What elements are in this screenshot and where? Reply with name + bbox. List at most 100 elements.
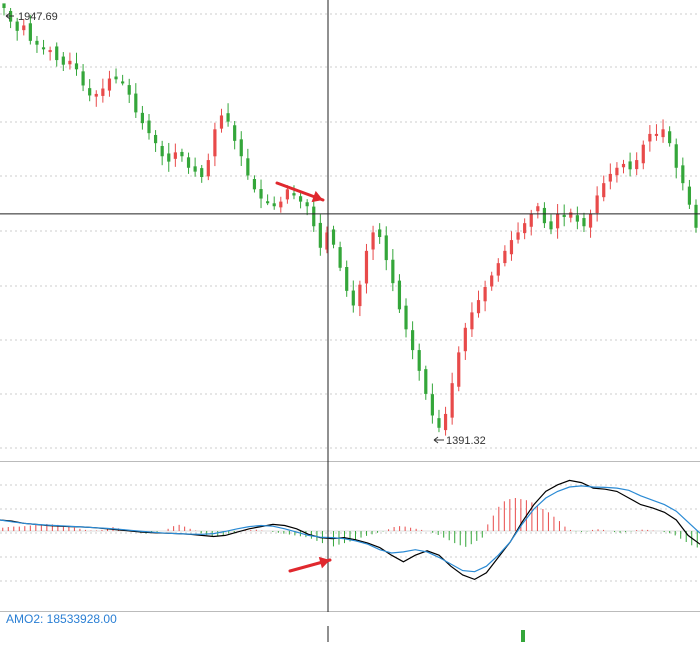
candle-body xyxy=(549,221,553,230)
low-marker-arrow xyxy=(433,436,444,444)
candle-body xyxy=(2,3,6,8)
candle-body xyxy=(661,129,665,138)
candle-body xyxy=(88,88,92,96)
candle-body xyxy=(140,112,144,124)
volume-bar xyxy=(521,630,525,642)
candle-body xyxy=(167,153,171,162)
candle-body xyxy=(430,394,434,416)
candle-body xyxy=(523,223,527,234)
candle-body xyxy=(562,214,566,218)
candle-body xyxy=(147,120,151,134)
candle-body xyxy=(48,50,52,53)
candle-body xyxy=(252,179,257,190)
candle-body xyxy=(397,280,402,310)
candle-body xyxy=(411,330,415,351)
candle-body xyxy=(272,203,276,207)
candle-body xyxy=(641,144,645,164)
grid-layer xyxy=(0,13,700,612)
candle-body xyxy=(595,195,599,214)
candle-body xyxy=(200,168,204,178)
annotation-arrows xyxy=(275,181,332,573)
candle-body xyxy=(292,193,296,196)
candle-body xyxy=(173,152,177,159)
candle-body xyxy=(22,25,26,31)
candle-body xyxy=(318,222,322,248)
candle-body xyxy=(391,259,395,284)
candle-body xyxy=(153,134,158,144)
candle-body xyxy=(516,232,520,240)
candle-body xyxy=(529,213,533,227)
candle-body xyxy=(180,151,184,157)
candle-body xyxy=(134,93,138,113)
candle-body xyxy=(35,40,39,45)
candle-body xyxy=(206,160,210,177)
candle-body xyxy=(121,81,125,84)
candle-body xyxy=(457,352,461,387)
candle-body xyxy=(496,263,500,276)
oscillator-line-blue xyxy=(0,485,700,573)
candle-body xyxy=(74,63,79,70)
candle-body xyxy=(114,76,118,80)
candle-body xyxy=(443,413,448,431)
high-marker-arrow xyxy=(5,12,14,20)
candle-body xyxy=(298,196,303,202)
candle-body xyxy=(674,144,678,168)
candle-body xyxy=(602,183,606,198)
candle-body xyxy=(694,204,698,228)
candle-body xyxy=(582,218,586,227)
candle-body xyxy=(233,125,237,141)
candle-body xyxy=(569,212,573,218)
candle-body xyxy=(364,250,369,284)
candle-body xyxy=(15,21,19,31)
candle-body xyxy=(94,93,98,97)
candle-body xyxy=(628,161,632,170)
candle-body xyxy=(226,113,230,122)
candle-body xyxy=(608,173,612,182)
candle-body xyxy=(424,369,428,394)
high-price-label: 1947.69 xyxy=(18,11,58,23)
candle-body xyxy=(331,229,336,245)
candle-body xyxy=(312,206,316,227)
candle-body xyxy=(28,23,32,41)
candle-body xyxy=(503,250,507,264)
candle-body xyxy=(81,71,85,86)
candle-body xyxy=(556,213,560,229)
oscillator-annotation-arrow-head xyxy=(318,556,330,569)
candle-body xyxy=(55,46,59,61)
candle-body xyxy=(41,47,46,50)
candle-body xyxy=(621,163,626,168)
oscillator-panel xyxy=(0,479,700,581)
candle-body xyxy=(463,327,467,352)
candle-body xyxy=(371,232,375,250)
price-panel xyxy=(2,3,698,444)
candle-body xyxy=(358,284,362,307)
candle-body xyxy=(345,267,349,291)
candle-body xyxy=(476,300,481,314)
candle-body xyxy=(575,215,579,222)
candle-body xyxy=(404,305,408,330)
candle-body xyxy=(483,287,487,302)
candle-body xyxy=(107,78,112,91)
candle-body xyxy=(648,133,652,142)
candle-body xyxy=(509,240,514,255)
candle-body xyxy=(450,383,454,418)
candle-body xyxy=(635,160,639,170)
candle-body xyxy=(101,88,105,96)
candle-body xyxy=(160,145,164,157)
candle-body xyxy=(68,60,72,65)
candle-body xyxy=(246,158,250,176)
candle-body xyxy=(285,189,289,200)
candle-body xyxy=(186,157,191,168)
candle-body xyxy=(588,213,593,228)
candle-body xyxy=(417,350,421,371)
candle-body xyxy=(654,133,659,136)
candle-body xyxy=(687,186,692,205)
low-price-label: 1391.32 xyxy=(446,435,486,447)
candle-body xyxy=(325,232,329,250)
candle-body xyxy=(470,312,474,330)
candle-body xyxy=(193,166,197,172)
candle-body xyxy=(338,247,342,268)
